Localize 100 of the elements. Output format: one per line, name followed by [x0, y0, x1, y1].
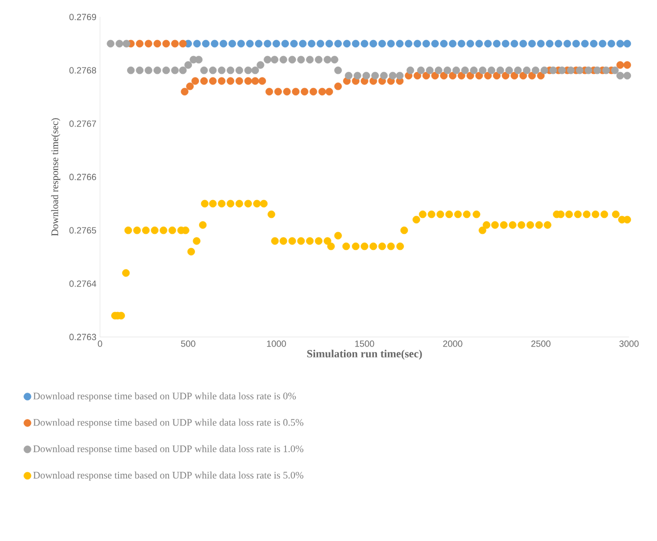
point [440, 72, 448, 80]
point [519, 40, 528, 48]
point [310, 88, 318, 96]
point [502, 72, 510, 80]
y-tick-label: 0.2767 [69, 120, 96, 127]
point [484, 40, 492, 48]
point [502, 40, 510, 48]
point [475, 40, 483, 48]
point [492, 72, 501, 80]
point [378, 40, 386, 48]
point [422, 40, 430, 48]
x-axis-title: Simulation run time(sec) [307, 350, 422, 360]
y-tick-label: 0.2766 [69, 174, 96, 180]
point [237, 40, 245, 48]
point [458, 40, 466, 48]
point [572, 40, 580, 48]
point [220, 40, 228, 48]
point [218, 77, 226, 85]
point [623, 40, 632, 48]
point [258, 77, 266, 85]
point [519, 72, 528, 80]
point [510, 72, 518, 80]
y-tick-label: 0.2769 [69, 14, 96, 20]
point [537, 72, 545, 80]
point [298, 40, 307, 48]
point [554, 40, 562, 48]
point [251, 77, 259, 85]
point [466, 72, 474, 80]
point [422, 72, 430, 80]
point [623, 61, 632, 69]
point [228, 40, 236, 48]
point [308, 40, 316, 48]
point [162, 40, 170, 48]
point [414, 72, 422, 80]
point [616, 40, 624, 48]
point [236, 77, 244, 85]
point [179, 40, 187, 48]
x-tick-label: 0 [98, 340, 102, 347]
point [246, 40, 254, 48]
point [254, 40, 263, 48]
point [186, 82, 194, 90]
point [370, 40, 378, 48]
point [281, 40, 289, 48]
point [180, 88, 188, 96]
y-tick-label: 0.2764 [69, 280, 96, 287]
point [608, 40, 616, 48]
point [272, 40, 280, 48]
point [244, 77, 252, 85]
point [226, 77, 234, 85]
point [396, 40, 404, 48]
point [318, 88, 326, 96]
point [546, 40, 554, 48]
point [528, 72, 536, 80]
x-tick-label: 1000 [267, 340, 286, 347]
legend-label: Download response time based on UDP while data loss rate is 0.5% [33, 418, 304, 428]
point [325, 88, 334, 96]
point [283, 88, 291, 96]
point [171, 40, 179, 48]
point [264, 40, 272, 48]
point [274, 88, 282, 96]
point [265, 88, 274, 96]
point [154, 40, 162, 48]
point [492, 40, 501, 48]
point [334, 40, 342, 48]
point [448, 72, 456, 80]
point [334, 82, 342, 90]
y-axis-title: Download response time(sec) [51, 118, 60, 236]
point [292, 88, 300, 96]
point [484, 72, 492, 80]
point [387, 40, 395, 48]
x-tick-label: 2000 [443, 340, 462, 347]
legend-label: Download response time based on UDP while data loss rate is 0% [33, 392, 296, 402]
point [458, 72, 466, 80]
x-tick-label: 3000 [619, 340, 639, 347]
point [466, 40, 474, 48]
point [414, 40, 422, 48]
point [475, 72, 483, 80]
x-tick-label: 2500 [531, 340, 550, 347]
point [144, 40, 152, 48]
x-tick-label: 1500 [355, 340, 374, 347]
point [528, 40, 536, 48]
point [316, 40, 324, 48]
point [290, 40, 298, 48]
point [581, 40, 589, 48]
y-tick-label: 0.2765 [69, 227, 96, 234]
point [325, 40, 334, 48]
point [431, 72, 439, 80]
y-tick-label: 0.2768 [69, 67, 96, 74]
point [510, 40, 518, 48]
point [352, 40, 360, 48]
y-tick-label: 0.2763 [69, 334, 96, 340]
point [598, 40, 606, 48]
point [209, 77, 217, 85]
legend-label: Download response time based on UDP while data loss rate is 1.0% [33, 445, 304, 454]
point [431, 40, 439, 48]
point [136, 40, 144, 48]
point [343, 40, 351, 48]
point [616, 61, 624, 69]
point [200, 77, 208, 85]
point [202, 40, 210, 48]
